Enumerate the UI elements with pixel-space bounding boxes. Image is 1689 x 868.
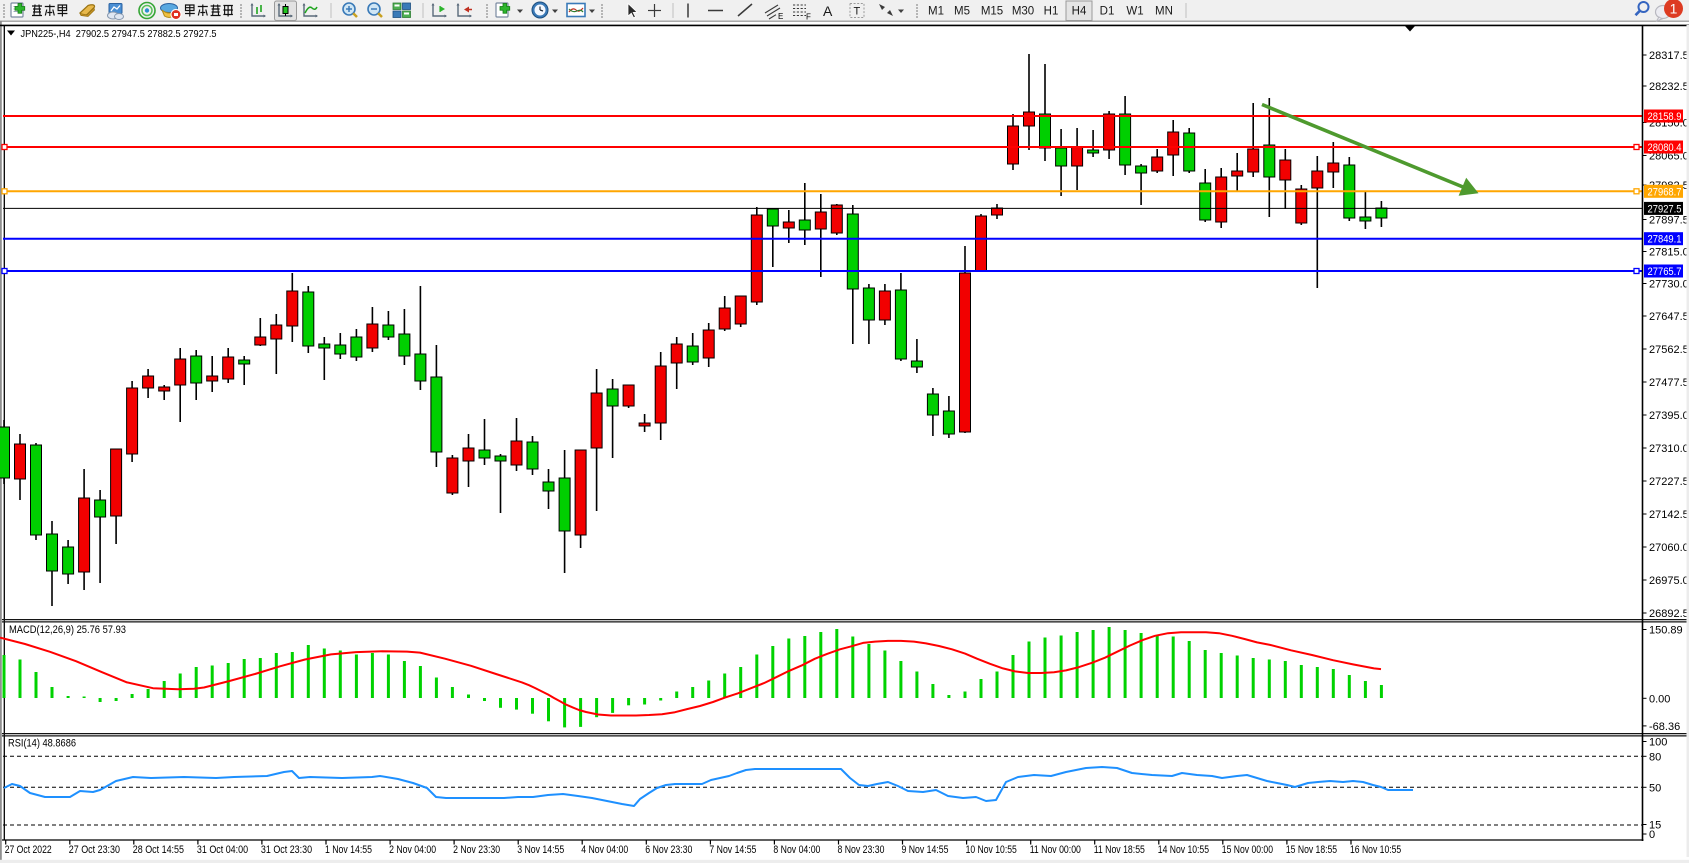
svg-text:27060.0: 27060.0 <box>1649 542 1689 554</box>
svg-text:4 Nov 04:00: 4 Nov 04:00 <box>581 844 628 856</box>
svg-text:28232.5: 28232.5 <box>1649 81 1689 93</box>
svg-text:31 Oct 23:30: 31 Oct 23:30 <box>261 844 312 856</box>
svg-text:MN: MN <box>1155 6 1173 18</box>
svg-text:31 Oct 04:00: 31 Oct 04:00 <box>197 844 248 856</box>
svg-text:15 Nov 18:55: 15 Nov 18:55 <box>1286 844 1337 856</box>
svg-text:F: F <box>806 13 811 22</box>
svg-text:JPN225-,H4 27902.5 27947.5 27: JPN225-,H4 27902.5 27947.5 27882.5 27927… <box>21 28 217 40</box>
svg-text:H1: H1 <box>1044 6 1059 18</box>
svg-text:9 Nov 14:55: 9 Nov 14:55 <box>902 844 949 856</box>
svg-text:8 Nov 23:30: 8 Nov 23:30 <box>838 844 885 856</box>
svg-text:15 Nov 00:00: 15 Nov 00:00 <box>1222 844 1273 856</box>
svg-text:27562.5: 27562.5 <box>1649 344 1689 356</box>
svg-text:50: 50 <box>1649 782 1661 794</box>
svg-text:0.00: 0.00 <box>1649 693 1670 705</box>
svg-text:11 Nov 18:55: 11 Nov 18:55 <box>1094 844 1145 856</box>
svg-text:27227.5: 27227.5 <box>1649 476 1689 488</box>
svg-text:80: 80 <box>1649 751 1661 763</box>
svg-text:28 Oct 14:55: 28 Oct 14:55 <box>133 844 184 856</box>
svg-text:D1: D1 <box>1100 6 1115 18</box>
svg-text:27849.1: 27849.1 <box>1648 234 1682 246</box>
svg-text:7 Nov 14:55: 7 Nov 14:55 <box>709 844 756 856</box>
svg-text:27477.5: 27477.5 <box>1649 377 1689 389</box>
svg-text:27897.5: 27897.5 <box>1649 215 1689 227</box>
svg-text:100: 100 <box>1649 737 1667 749</box>
svg-text:16 Nov 10:55: 16 Nov 10:55 <box>1350 844 1401 856</box>
svg-text:2 Nov 23:30: 2 Nov 23:30 <box>453 844 500 856</box>
svg-text:M1: M1 <box>928 6 944 18</box>
svg-text:28158.9: 28158.9 <box>1648 111 1682 123</box>
svg-text:M5: M5 <box>954 6 970 18</box>
svg-text:27730.0: 27730.0 <box>1649 279 1689 291</box>
svg-text:A: A <box>823 3 833 19</box>
svg-text:27927.5: 27927.5 <box>1648 203 1682 215</box>
svg-text:MACD(12,26,9) 25.76 57.93: MACD(12,26,9) 25.76 57.93 <box>9 624 126 636</box>
svg-text:150.89: 150.89 <box>1649 625 1683 637</box>
svg-text:11 Nov 00:00: 11 Nov 00:00 <box>1030 844 1081 856</box>
svg-text:2 Nov 04:00: 2 Nov 04:00 <box>389 844 436 856</box>
svg-text:M15: M15 <box>981 6 1003 18</box>
svg-text:27142.5: 27142.5 <box>1649 509 1689 521</box>
svg-text:0: 0 <box>1649 829 1655 841</box>
svg-text:6 Nov 23:30: 6 Nov 23:30 <box>645 844 692 856</box>
svg-text:T: T <box>854 6 861 18</box>
svg-text:10 Nov 10:55: 10 Nov 10:55 <box>966 844 1017 856</box>
svg-text:8 Nov 04:00: 8 Nov 04:00 <box>773 844 820 856</box>
svg-text:E: E <box>778 12 783 21</box>
svg-text:27968.7: 27968.7 <box>1648 186 1682 198</box>
svg-text:3 Nov 14:55: 3 Nov 14:55 <box>517 844 564 856</box>
svg-text:1: 1 <box>1670 1 1678 17</box>
svg-text:28317.5: 28317.5 <box>1649 50 1689 62</box>
svg-text:27310.0: 27310.0 <box>1649 443 1689 455</box>
svg-text:27765.7: 27765.7 <box>1648 266 1682 278</box>
svg-text:14 Nov 10:55: 14 Nov 10:55 <box>1158 844 1209 856</box>
svg-text:28080.4: 28080.4 <box>1648 142 1682 154</box>
svg-text:26975.0: 26975.0 <box>1649 575 1689 587</box>
svg-text:26892.5: 26892.5 <box>1649 608 1689 620</box>
svg-text:RSI(14) 48.8686: RSI(14) 48.8686 <box>8 738 76 750</box>
svg-text:1 Nov 14:55: 1 Nov 14:55 <box>325 844 372 856</box>
svg-text:27395.0: 27395.0 <box>1649 410 1689 422</box>
svg-text:27647.5: 27647.5 <box>1649 311 1689 323</box>
svg-text:27 Oct 23:30: 27 Oct 23:30 <box>69 844 120 856</box>
svg-text:27815.0: 27815.0 <box>1649 247 1689 259</box>
svg-text:W1: W1 <box>1126 6 1143 18</box>
svg-text:H4: H4 <box>1072 6 1087 18</box>
svg-text:M30: M30 <box>1012 6 1034 18</box>
svg-text:-68.36: -68.36 <box>1649 721 1680 733</box>
svg-text:27 Oct 2022: 27 Oct 2022 <box>5 844 52 856</box>
